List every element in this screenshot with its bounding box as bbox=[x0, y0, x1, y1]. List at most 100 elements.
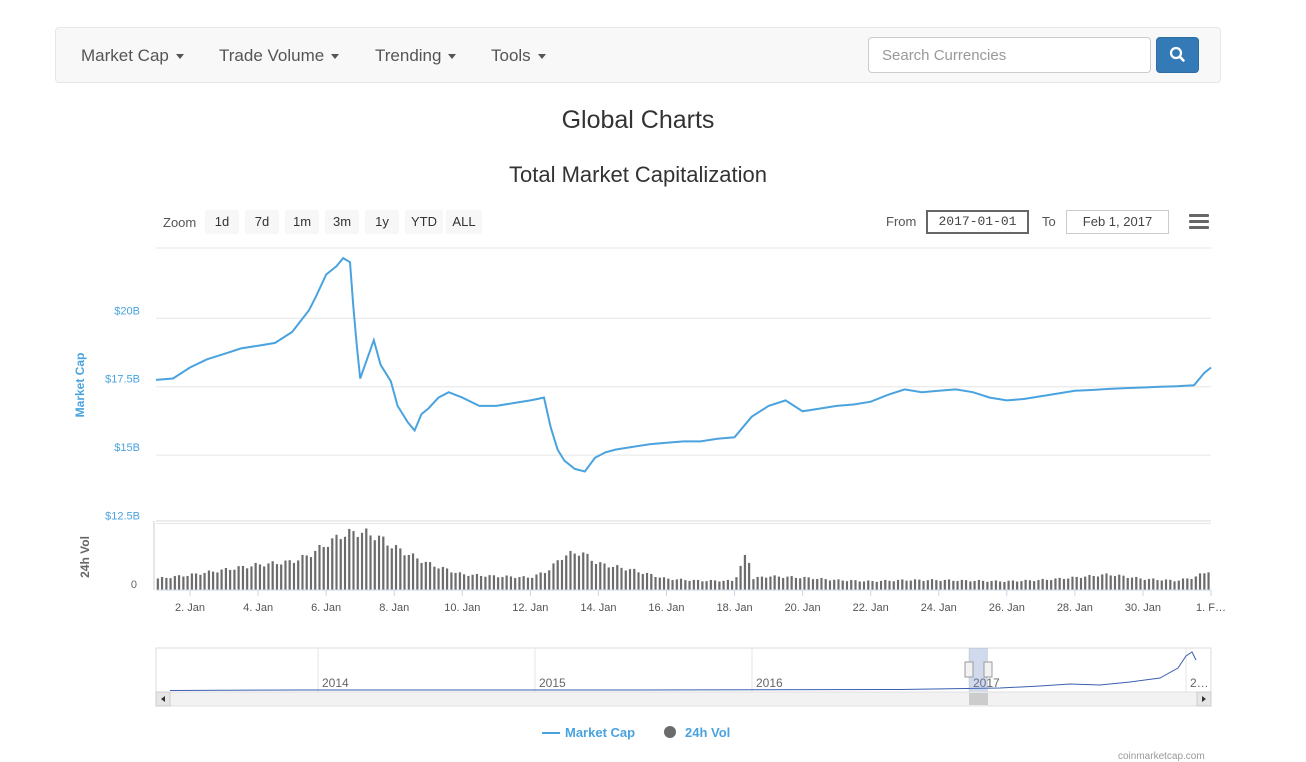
volume-bar bbox=[662, 576, 666, 591]
volume-bar bbox=[266, 562, 270, 591]
volume-bar bbox=[517, 576, 521, 591]
volume-bar bbox=[1024, 579, 1028, 591]
volume-bar bbox=[739, 565, 743, 591]
volume-bar bbox=[679, 578, 683, 591]
x-axis-tick-label: 2. Jan bbox=[175, 602, 205, 614]
volume-bar bbox=[403, 554, 407, 591]
volume-bar bbox=[811, 578, 815, 591]
volume-bar bbox=[492, 574, 496, 591]
x-axis-tick-label: 16. Jan bbox=[648, 602, 684, 614]
volume-bar bbox=[756, 576, 760, 591]
caret-down-icon bbox=[331, 54, 340, 60]
volume-bar bbox=[279, 564, 283, 591]
volume-bar bbox=[743, 554, 747, 591]
zoom-3m-button[interactable]: 3m bbox=[325, 210, 359, 234]
page-title: Global Charts bbox=[561, 106, 715, 134]
volume-bar bbox=[160, 576, 164, 591]
volume-bar bbox=[364, 528, 368, 591]
volume-bar bbox=[900, 579, 904, 591]
volume-bar bbox=[645, 572, 649, 591]
volume-bar bbox=[509, 576, 513, 591]
volume-bar bbox=[824, 578, 828, 591]
volume-bar bbox=[896, 579, 900, 591]
volume-bar bbox=[1134, 576, 1138, 591]
volume-bar bbox=[585, 553, 589, 591]
volume-bar bbox=[1117, 574, 1121, 591]
volume-bar bbox=[922, 580, 926, 591]
volume-bar bbox=[637, 571, 641, 591]
zoom-7d-button[interactable]: 7d bbox=[245, 210, 279, 234]
search-button[interactable] bbox=[1156, 37, 1199, 73]
zoom-1m-button[interactable]: 1m bbox=[285, 210, 319, 234]
navigator-selected-range[interactable] bbox=[969, 648, 988, 692]
volume-bar bbox=[1053, 578, 1057, 591]
volume-bar bbox=[283, 560, 287, 591]
volume-bar bbox=[1139, 578, 1143, 591]
volume-bar bbox=[573, 553, 577, 591]
volume-bar bbox=[866, 580, 870, 591]
navigator-scrollbar-track[interactable] bbox=[155, 691, 1212, 707]
volume-bar bbox=[790, 575, 794, 591]
navigator-left-handle[interactable] bbox=[964, 661, 974, 678]
volume-bar bbox=[1049, 579, 1053, 591]
volume-bar bbox=[186, 575, 190, 591]
volume-bar bbox=[1028, 579, 1032, 591]
volume-bar bbox=[1015, 581, 1019, 591]
volume-bar bbox=[1045, 579, 1049, 591]
volume-bar bbox=[777, 576, 781, 591]
volume-bar bbox=[173, 575, 177, 591]
zoom-ytd-button[interactable]: YTD bbox=[405, 210, 443, 234]
nav-tools-dropdown[interactable]: Tools bbox=[491, 46, 546, 66]
volume-bar bbox=[1096, 576, 1100, 591]
volume-bar bbox=[998, 581, 1002, 591]
zoom-1y-button[interactable]: 1y bbox=[365, 210, 399, 234]
volume-bar bbox=[522, 575, 526, 591]
volume-bar bbox=[428, 561, 432, 591]
volume-bar bbox=[832, 579, 836, 591]
zoom-all-button[interactable]: ALL bbox=[446, 210, 482, 234]
volume-bar bbox=[696, 579, 700, 591]
nav-market-cap-dropdown[interactable]: Market Cap bbox=[81, 46, 184, 66]
search-input[interactable] bbox=[868, 37, 1151, 73]
navigator-right-handle[interactable] bbox=[983, 661, 993, 678]
volume-bar bbox=[190, 573, 194, 591]
volume-bar bbox=[398, 548, 402, 591]
navigator-scrollbar-thumb[interactable] bbox=[969, 693, 988, 705]
nav-trending-dropdown[interactable]: Trending bbox=[375, 46, 457, 66]
x-axis-tick-label: 22. Jan bbox=[853, 602, 889, 614]
hamburger-menu-icon[interactable] bbox=[1189, 214, 1209, 230]
volume-bar bbox=[539, 571, 543, 591]
nav-trade-volume-dropdown[interactable]: Trade Volume bbox=[219, 46, 340, 66]
volume-bar bbox=[369, 535, 373, 591]
volume-bar bbox=[1113, 575, 1117, 591]
volume-bar bbox=[300, 554, 304, 591]
scrollbar-left-button[interactable] bbox=[155, 691, 171, 707]
volume-bar bbox=[207, 570, 211, 591]
volume-bar bbox=[394, 544, 398, 591]
nav-trending-label: Trending bbox=[375, 46, 442, 65]
y-axis-tick-label: $17.5B bbox=[105, 374, 140, 386]
volume-bar bbox=[700, 580, 704, 591]
caret-down-icon bbox=[537, 54, 546, 60]
from-date-input[interactable]: 2017-01-01 bbox=[926, 210, 1029, 234]
volume-bar bbox=[730, 580, 734, 591]
legend-volume-label[interactable]: 24h Vol bbox=[685, 725, 730, 740]
volume-bar bbox=[169, 577, 173, 591]
scrollbar-right-button[interactable] bbox=[1196, 691, 1212, 707]
volume-bar bbox=[547, 569, 551, 591]
volume-bar bbox=[534, 574, 538, 591]
volume-bar bbox=[1151, 578, 1155, 591]
volume-bar bbox=[568, 550, 572, 591]
volume-bar bbox=[305, 555, 309, 591]
search-icon bbox=[1169, 46, 1185, 62]
to-date-input[interactable]: Feb 1, 2017 bbox=[1066, 210, 1169, 234]
volume-bar bbox=[449, 572, 453, 591]
volume-bar bbox=[943, 579, 947, 591]
credits-link[interactable]: coinmarketcap.com bbox=[1118, 751, 1205, 762]
nav-market-cap-label: Market Cap bbox=[81, 46, 169, 65]
volume-bar bbox=[683, 579, 687, 591]
legend-market-cap-label[interactable]: Market Cap bbox=[565, 725, 635, 740]
navigator-tick-label: 2014 bbox=[322, 676, 349, 690]
volume-bar bbox=[483, 576, 487, 591]
zoom-1d-button[interactable]: 1d bbox=[205, 210, 239, 234]
